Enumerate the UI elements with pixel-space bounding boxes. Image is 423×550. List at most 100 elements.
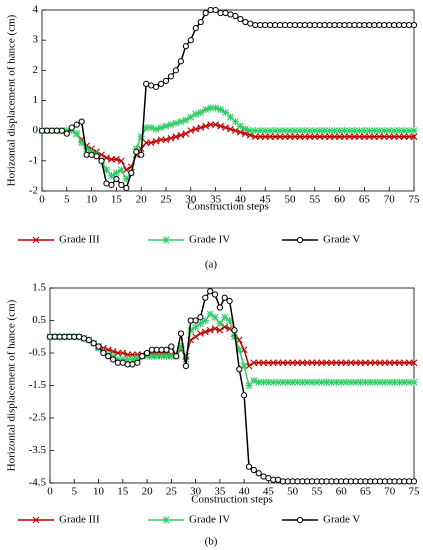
marker <box>182 116 190 124</box>
x-tick-label: 35 <box>214 486 226 498</box>
legend-marker <box>32 236 40 244</box>
x-tick-label: 15 <box>111 194 123 206</box>
marker <box>207 6 214 14</box>
marker <box>306 133 314 141</box>
marker <box>147 124 155 132</box>
marker <box>211 291 219 298</box>
marker <box>108 181 115 189</box>
marker <box>395 127 403 135</box>
marker <box>405 127 413 135</box>
marker <box>177 118 185 126</box>
marker <box>386 378 394 386</box>
marker <box>289 359 297 367</box>
marker <box>48 127 56 134</box>
series-line <box>42 123 414 171</box>
marker <box>108 155 115 163</box>
marker <box>163 346 170 353</box>
marker <box>276 127 284 135</box>
marker <box>187 127 195 135</box>
marker <box>395 133 403 141</box>
marker <box>267 21 274 29</box>
marker <box>172 133 180 141</box>
marker <box>237 15 244 23</box>
x-tick-label: 40 <box>235 194 247 206</box>
y-axis-label: Horizontal displacement of hance (cm) <box>6 299 18 471</box>
marker <box>58 127 65 134</box>
marker <box>298 359 306 367</box>
marker <box>276 133 284 141</box>
marker <box>261 127 269 135</box>
y-tick-label: -2.5 <box>29 412 47 424</box>
marker <box>405 21 413 29</box>
marker <box>217 106 225 114</box>
marker <box>381 359 389 367</box>
marker <box>260 359 267 367</box>
marker <box>158 352 166 360</box>
marker <box>400 127 408 135</box>
marker <box>236 122 244 130</box>
marker <box>167 121 175 129</box>
marker <box>365 127 373 135</box>
x-tick-label: 35 <box>210 194 222 206</box>
marker <box>201 328 209 336</box>
marker <box>281 133 289 141</box>
legend-marker <box>296 236 304 244</box>
marker <box>222 124 229 132</box>
marker <box>152 125 160 133</box>
y-tick-label: 1 <box>33 94 39 106</box>
marker <box>301 21 308 29</box>
y-tick-label: 0.5 <box>32 314 46 326</box>
marker <box>139 353 146 360</box>
marker <box>242 18 249 26</box>
marker <box>357 359 365 367</box>
marker <box>405 378 413 386</box>
marker <box>212 6 219 14</box>
legend-label: Grade IV <box>189 514 230 526</box>
marker <box>266 133 274 141</box>
legend-marker <box>296 516 304 524</box>
marker <box>337 359 345 367</box>
marker <box>323 378 331 386</box>
marker <box>187 326 195 334</box>
marker <box>102 166 110 174</box>
marker <box>177 343 185 350</box>
x-tick-label: 5 <box>72 486 78 498</box>
x-tick-label: 30 <box>185 194 197 206</box>
marker <box>117 166 125 174</box>
x-tick-label: 70 <box>384 486 396 498</box>
marker <box>235 346 243 354</box>
marker <box>221 294 228 301</box>
marker <box>366 21 373 29</box>
legend-label: Grade III <box>59 514 100 526</box>
marker <box>313 359 321 367</box>
marker <box>360 127 368 135</box>
marker <box>124 356 132 363</box>
marker <box>361 133 368 141</box>
marker <box>162 136 170 144</box>
marker <box>192 323 200 331</box>
marker <box>73 130 81 138</box>
marker <box>167 134 175 142</box>
marker <box>257 21 264 29</box>
marker <box>129 356 137 363</box>
marker <box>133 354 141 362</box>
marker <box>230 333 238 341</box>
marker <box>177 131 185 139</box>
marker <box>336 21 343 29</box>
marker <box>250 359 258 367</box>
marker <box>380 133 388 141</box>
marker <box>385 127 393 135</box>
marker <box>182 362 189 370</box>
marker <box>255 378 263 386</box>
marker <box>43 127 51 134</box>
x-tick-label: 25 <box>166 486 178 498</box>
marker <box>405 133 413 141</box>
x-tick-label: 70 <box>384 194 396 206</box>
marker <box>336 133 343 141</box>
marker <box>341 21 348 29</box>
marker <box>390 127 398 135</box>
legend-label: Grade III <box>59 234 100 246</box>
marker <box>173 353 180 360</box>
marker <box>391 378 399 386</box>
marker <box>251 133 259 141</box>
